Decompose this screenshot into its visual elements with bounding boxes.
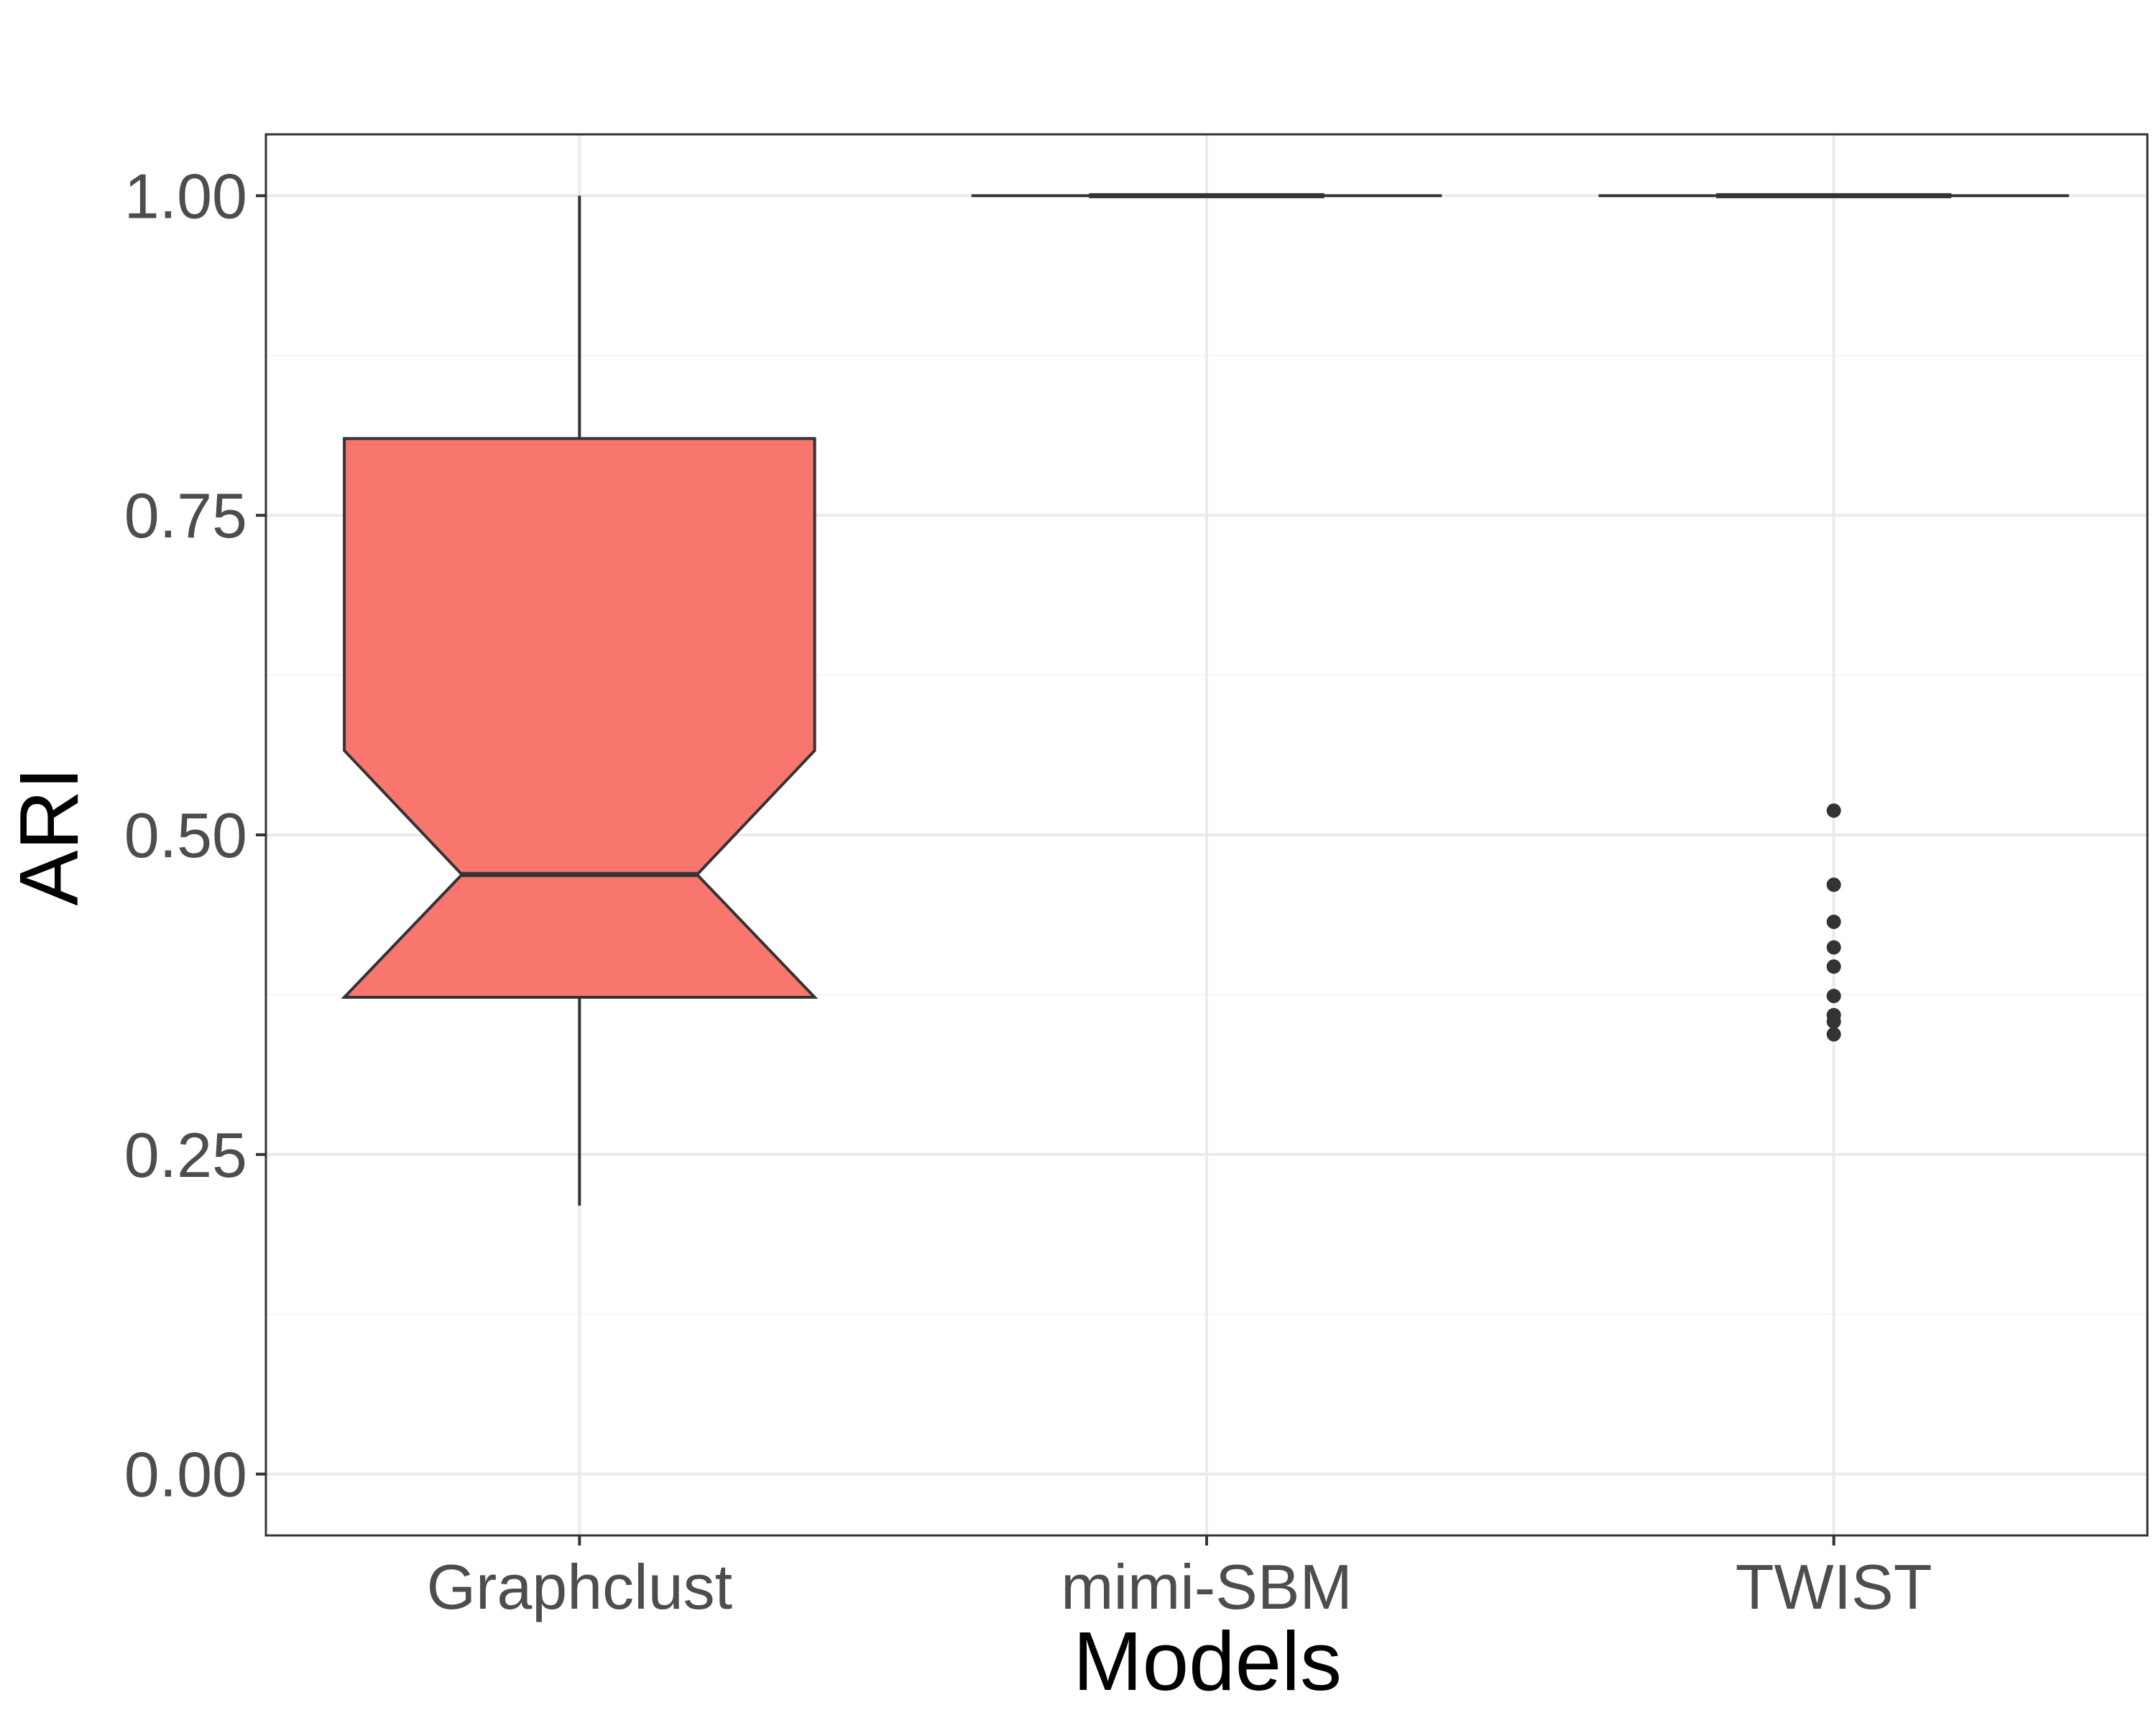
y-tick-label: 0.50 — [124, 800, 247, 871]
y-tick-label: 0.00 — [124, 1439, 247, 1510]
x-tick-label: TWIST — [1736, 1551, 1932, 1622]
outlier-point — [1827, 989, 1841, 1003]
outlier-point — [1827, 1027, 1841, 1042]
outlier-point — [1827, 803, 1841, 818]
outlier-point — [1827, 941, 1841, 955]
x-tick-label: mimi-SBM — [1061, 1551, 1353, 1622]
y-tick-label: 0.75 — [124, 480, 247, 551]
outlier-point — [1827, 959, 1841, 974]
x-axis-title: Models — [1073, 1614, 1342, 1708]
outlier-point — [1827, 1015, 1841, 1029]
outlier-point — [1827, 877, 1841, 892]
y-tick-label: 1.00 — [124, 160, 247, 231]
y-axis-title: ARI — [2, 767, 96, 905]
x-tick-label: Graphclust — [427, 1551, 733, 1622]
outlier-point — [1827, 915, 1841, 929]
y-tick-label: 0.25 — [124, 1119, 247, 1191]
